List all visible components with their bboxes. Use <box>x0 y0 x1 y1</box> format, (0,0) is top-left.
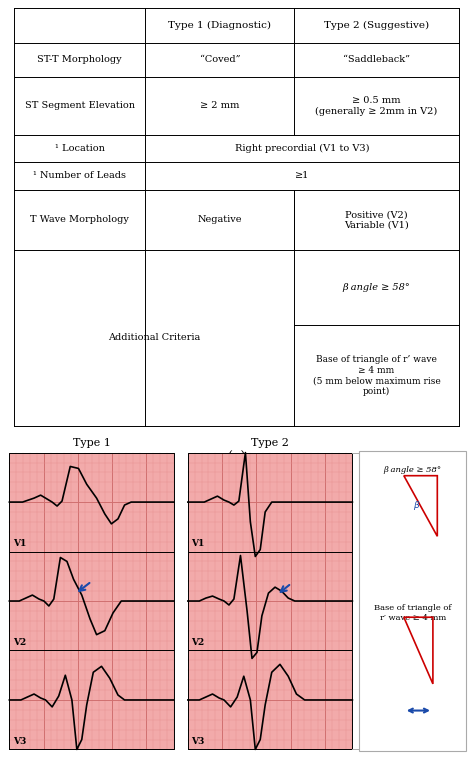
Text: V2: V2 <box>13 638 26 647</box>
Bar <box>188 453 352 749</box>
FancyBboxPatch shape <box>359 451 466 751</box>
Text: Additional Criteria: Additional Criteria <box>108 334 201 342</box>
Text: V3: V3 <box>192 737 205 746</box>
Bar <box>368 624 457 745</box>
Text: Base of triangle of r’ wave
≥ 4 mm
(5 mm below maximum rise
point): Base of triangle of r’ wave ≥ 4 mm (5 mm… <box>313 355 440 396</box>
Text: Negative: Negative <box>198 216 242 224</box>
Text: “Coved”: “Coved” <box>200 55 240 64</box>
Text: Type 1 (Diagnostic): Type 1 (Diagnostic) <box>168 21 272 30</box>
Text: (a): (a) <box>228 451 245 464</box>
Text: V1: V1 <box>192 539 205 548</box>
Text: Type 1: Type 1 <box>73 438 111 448</box>
Text: ¹ Location: ¹ Location <box>55 144 105 153</box>
Text: Positive (V2)
Variable (V1): Positive (V2) Variable (V1) <box>344 210 409 229</box>
Text: “Saddleback”: “Saddleback” <box>343 55 410 64</box>
Text: ST Segment Elevation: ST Segment Elevation <box>25 101 135 110</box>
Text: Base of triangle of
r′ wave ≥ 4 mm: Base of triangle of r′ wave ≥ 4 mm <box>374 604 451 621</box>
Text: β: β <box>412 502 419 511</box>
Text: β angle ≥ 58°: β angle ≥ 58° <box>342 283 411 292</box>
Bar <box>368 476 457 597</box>
Text: T Wave Morphology: T Wave Morphology <box>30 216 129 224</box>
Text: β angle ≥ 58°: β angle ≥ 58° <box>384 466 442 474</box>
Text: V1: V1 <box>13 539 26 548</box>
Text: Type 2 (Suggestive): Type 2 (Suggestive) <box>324 21 429 30</box>
Bar <box>9 453 174 749</box>
Text: Right precordial (V1 to V3): Right precordial (V1 to V3) <box>235 144 369 153</box>
Text: V2: V2 <box>192 638 205 647</box>
Text: ¹ Number of Leads: ¹ Number of Leads <box>33 171 126 180</box>
Text: Type 2: Type 2 <box>251 438 289 448</box>
Text: V3: V3 <box>13 737 26 746</box>
Text: ≥ 0.5 mm
(generally ≥ 2mm in V2): ≥ 0.5 mm (generally ≥ 2mm in V2) <box>315 96 438 116</box>
Text: ≥1: ≥1 <box>295 171 309 180</box>
Text: ≥ 2 mm: ≥ 2 mm <box>200 101 239 110</box>
Text: ST-T Morphology: ST-T Morphology <box>37 55 122 64</box>
